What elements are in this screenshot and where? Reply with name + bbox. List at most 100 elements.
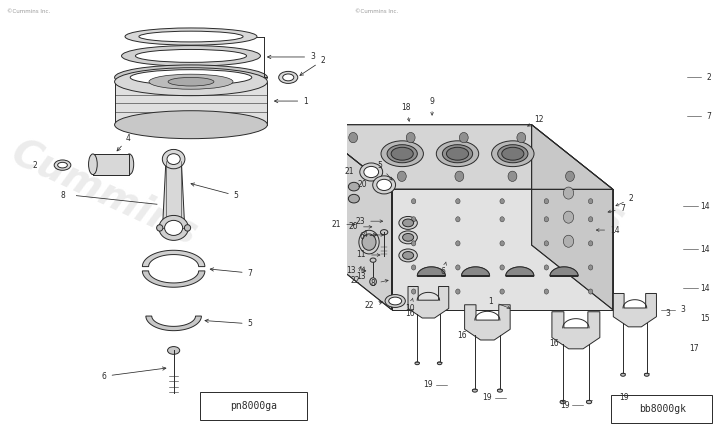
Ellipse shape <box>492 141 534 166</box>
Circle shape <box>455 265 460 270</box>
Polygon shape <box>163 159 185 228</box>
Text: 4: 4 <box>362 230 384 240</box>
Ellipse shape <box>157 224 163 231</box>
Text: Cummins: Cummins <box>5 134 203 253</box>
Text: 19: 19 <box>619 393 629 402</box>
Text: 16: 16 <box>457 331 466 340</box>
Text: 21: 21 <box>344 168 354 176</box>
Ellipse shape <box>185 224 190 231</box>
Polygon shape <box>115 82 267 125</box>
Ellipse shape <box>115 65 267 90</box>
Circle shape <box>544 199 548 204</box>
Ellipse shape <box>391 147 413 160</box>
Polygon shape <box>310 125 613 189</box>
Text: 7: 7 <box>706 112 711 120</box>
Text: 14: 14 <box>596 226 620 234</box>
Ellipse shape <box>125 28 257 45</box>
Ellipse shape <box>89 154 97 175</box>
Polygon shape <box>552 312 600 349</box>
Circle shape <box>406 132 415 143</box>
Text: 6: 6 <box>102 367 166 381</box>
Text: 6: 6 <box>440 262 447 276</box>
Circle shape <box>544 241 548 246</box>
Circle shape <box>566 171 574 181</box>
Ellipse shape <box>387 144 417 163</box>
Text: 4: 4 <box>117 134 131 151</box>
Circle shape <box>455 289 460 294</box>
Circle shape <box>563 187 574 199</box>
Ellipse shape <box>168 347 180 354</box>
Ellipse shape <box>115 111 267 138</box>
Circle shape <box>412 241 416 246</box>
Circle shape <box>455 199 460 204</box>
Polygon shape <box>142 271 205 287</box>
Text: 11: 11 <box>357 251 380 259</box>
Circle shape <box>460 132 468 143</box>
Circle shape <box>589 289 593 294</box>
Circle shape <box>455 217 460 222</box>
Text: 5: 5 <box>377 161 392 180</box>
Circle shape <box>500 217 504 222</box>
Text: 19: 19 <box>560 401 570 409</box>
Circle shape <box>455 241 460 246</box>
Ellipse shape <box>447 147 468 160</box>
Text: 14: 14 <box>700 245 710 254</box>
Text: 3: 3 <box>268 52 315 61</box>
Text: 13: 13 <box>346 267 366 275</box>
FancyBboxPatch shape <box>611 395 712 423</box>
Text: 7: 7 <box>608 204 626 213</box>
Text: 14: 14 <box>700 202 710 211</box>
Circle shape <box>589 199 593 204</box>
Text: 22: 22 <box>364 301 382 310</box>
Text: 22: 22 <box>350 267 361 285</box>
Text: 19: 19 <box>424 381 433 389</box>
Text: 15: 15 <box>700 314 710 322</box>
Text: 12: 12 <box>528 115 544 126</box>
Text: 9: 9 <box>430 97 435 115</box>
Polygon shape <box>465 305 511 340</box>
Text: 17: 17 <box>689 344 699 353</box>
Text: 2: 2 <box>32 161 37 169</box>
Text: pn8000ga: pn8000ga <box>230 401 277 412</box>
Circle shape <box>563 235 574 247</box>
Polygon shape <box>392 189 613 310</box>
Ellipse shape <box>165 220 183 236</box>
Text: 23: 23 <box>356 217 383 226</box>
FancyBboxPatch shape <box>200 392 307 420</box>
Ellipse shape <box>586 400 591 404</box>
Polygon shape <box>146 316 201 331</box>
Polygon shape <box>417 267 445 276</box>
Ellipse shape <box>621 373 625 376</box>
Circle shape <box>517 132 526 143</box>
Ellipse shape <box>442 144 473 163</box>
Ellipse shape <box>364 166 379 178</box>
Ellipse shape <box>58 162 67 168</box>
Text: 16: 16 <box>549 340 558 348</box>
Ellipse shape <box>115 68 267 96</box>
Circle shape <box>508 171 517 181</box>
Ellipse shape <box>498 144 528 163</box>
Ellipse shape <box>360 163 382 181</box>
Circle shape <box>500 199 504 204</box>
Circle shape <box>412 265 416 270</box>
Polygon shape <box>408 286 449 318</box>
Text: 2: 2 <box>706 73 711 82</box>
Text: 2: 2 <box>300 56 325 75</box>
Ellipse shape <box>377 179 392 190</box>
Polygon shape <box>550 267 578 276</box>
Circle shape <box>500 265 504 270</box>
Text: 3: 3 <box>666 310 670 318</box>
Ellipse shape <box>168 77 214 86</box>
Ellipse shape <box>399 216 417 229</box>
Ellipse shape <box>399 249 417 262</box>
Ellipse shape <box>125 154 134 175</box>
Ellipse shape <box>122 46 261 66</box>
Text: 8: 8 <box>371 280 388 288</box>
Polygon shape <box>505 267 534 276</box>
Text: 21: 21 <box>332 220 355 229</box>
Circle shape <box>544 217 548 222</box>
Text: 20: 20 <box>357 181 367 189</box>
Ellipse shape <box>135 49 246 62</box>
Circle shape <box>349 132 357 143</box>
Circle shape <box>369 278 377 286</box>
